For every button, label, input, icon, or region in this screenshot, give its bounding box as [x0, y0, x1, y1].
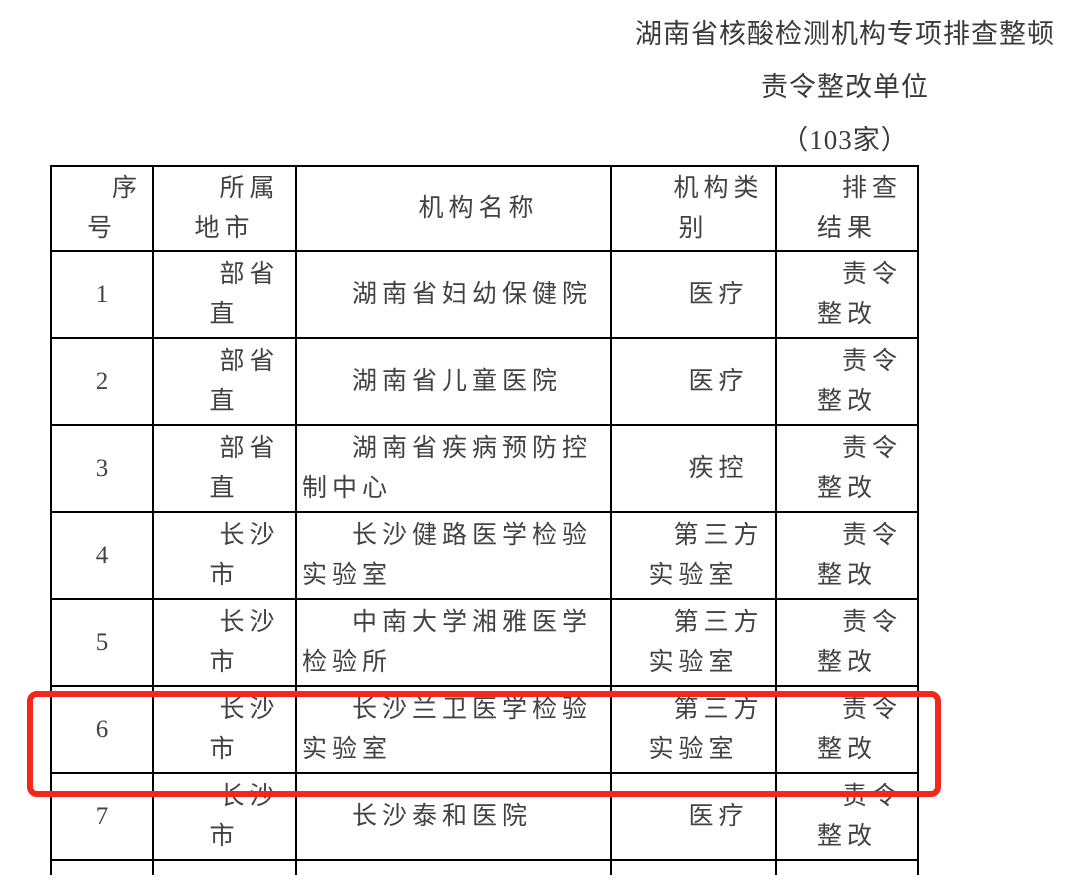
cell-city: 部省 直	[152, 424, 297, 513]
cell-category: 第三方 实验室	[610, 685, 777, 774]
cell-result: 责令 整改	[775, 772, 919, 861]
header-index: 序 号	[50, 165, 154, 252]
cell-index: 2	[50, 337, 154, 426]
cell-result: 责令 整改	[775, 511, 919, 600]
table-header-row: 序 号 所属 地市 机构名称 机构类 别 排查 结果	[50, 165, 919, 252]
cell-city: 长沙 市	[152, 772, 297, 861]
table-row-highlighted: 6 长沙 市 长沙兰卫医学检验实验室 第三方 实验室 责令 整改	[50, 685, 919, 774]
cell-result: 责令 整改	[775, 337, 919, 426]
cell-category: 第三方 实验室	[610, 598, 777, 687]
cell-category: 医疗	[610, 772, 777, 861]
cell-index: 5	[50, 598, 154, 687]
cell-city: 部省 直	[152, 337, 297, 426]
document-title-count: （103家）	[781, 125, 909, 155]
cell-category: 第三方 实验室	[610, 511, 777, 600]
cell-index: 1	[50, 250, 154, 339]
document-title-line-2: 责令整改单位	[761, 72, 929, 102]
cell-category: 医疗	[610, 337, 777, 426]
cell-index: 7	[50, 772, 154, 861]
header-result: 排查 结果	[775, 165, 919, 252]
cell-name: 长沙兰卫医学检验实验室	[295, 685, 612, 774]
table-row: 5 长沙 市 中南大学湘雅医学检验所 第三方 实验室 责令 整改	[50, 598, 919, 687]
document-title-block: 湖南省核酸检测机构专项排查整顿 责令整改单位 （103家）	[600, 18, 1080, 177]
cell-category: 医疗	[610, 250, 777, 339]
table-row: 2 部省 直 湖南省儿童医院 医疗 责令 整改	[50, 337, 919, 426]
header-category: 机构类 别	[610, 165, 777, 252]
cell-category: 疾控	[610, 424, 777, 513]
cell-name: 湖南省儿童医院	[295, 337, 612, 426]
cell-name: 长沙泰和医院	[295, 772, 612, 861]
institutions-table: 序 号 所属 地市 机构名称 机构类 别 排查 结果 1 部省 直 湖南省妇幼保…	[50, 165, 919, 875]
cell-city: 长沙 市	[152, 598, 297, 687]
cell-result: 责令 整改	[775, 250, 919, 339]
cell-city: 长沙 市	[152, 511, 297, 600]
cell-name: 湖南省疾病预防控制中心	[295, 424, 612, 513]
cell-index: 4	[50, 511, 154, 600]
header-city: 所属 地市	[152, 165, 297, 252]
table-row: 4 长沙 市 长沙健路医学检验实验室 第三方 实验室 责令 整改	[50, 511, 919, 600]
cell-name: 湖南省妇幼保健院	[295, 250, 612, 339]
cell-name: 中南大学湘雅医学检验所	[295, 598, 612, 687]
cell-result: 责令 整改	[775, 685, 919, 774]
cell-index: 6	[50, 685, 154, 774]
cell-name: 长沙健路医学检验实验室	[295, 511, 612, 600]
table-row-partial	[50, 859, 919, 875]
table-row: 1 部省 直 湖南省妇幼保健院 医疗 责令 整改	[50, 250, 919, 339]
header-name: 机构名称	[295, 165, 612, 252]
cell-city: 部省 直	[152, 250, 297, 339]
table-row: 7 长沙 市 长沙泰和医院 医疗 责令 整改	[50, 772, 919, 861]
cell-result: 责令 整改	[775, 424, 919, 513]
document-title-line-1: 湖南省核酸检测机构专项排查整顿	[635, 19, 1055, 49]
cell-index: 3	[50, 424, 154, 513]
cell-result: 责令 整改	[775, 598, 919, 687]
table-row: 3 部省 直 湖南省疾病预防控制中心 疾控 责令 整改	[50, 424, 919, 513]
cell-city: 长沙 市	[152, 685, 297, 774]
